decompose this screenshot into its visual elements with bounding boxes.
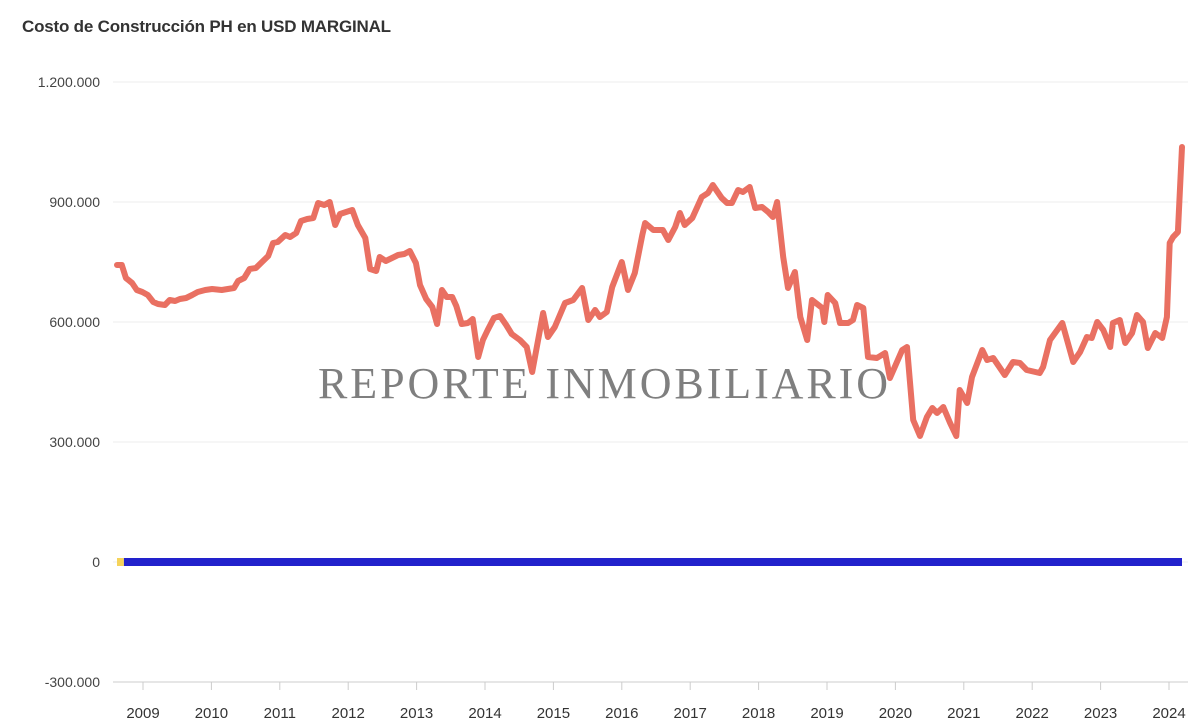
x-tick-label: 2010 — [195, 705, 228, 722]
x-tick-label: 2009 — [126, 705, 159, 722]
y-tick-label: 0 — [92, 554, 100, 570]
y-tick-label: 900.000 — [49, 194, 100, 210]
x-tick-label: 2015 — [537, 705, 570, 722]
gridlines — [113, 81, 1188, 563]
y-tick-label: 300.000 — [49, 434, 100, 450]
chart-title: Costo de Construcción PH en USD MARGINAL — [22, 17, 391, 36]
x-tick-label: 2013 — [400, 705, 433, 722]
series-layer — [114, 144, 1185, 566]
x-tick-label: 2016 — [605, 705, 638, 722]
x-tick-label: 2022 — [1016, 705, 1049, 722]
x-tick-label: 2019 — [810, 705, 843, 722]
x-tick-label: 2018 — [742, 705, 775, 722]
x-tick-label: 2021 — [947, 705, 980, 722]
x-tick-label: 2012 — [332, 705, 365, 722]
x-tick-label: 2011 — [264, 705, 296, 722]
y-tick-label: 1.200.000 — [38, 74, 100, 90]
y-tick-label: -300.000 — [45, 674, 100, 690]
series-line-0 — [114, 144, 1185, 439]
y-tick-label: 600.000 — [49, 314, 100, 330]
x-tick-label: 2014 — [468, 705, 501, 722]
x-tick-label: 2020 — [879, 705, 912, 722]
axes: 1.200.000 900.000 600.000 300.000 0 -300.000 2… — [38, 74, 1188, 722]
x-tick-label: 2017 — [674, 705, 707, 722]
x-tick-label: 2023 — [1084, 705, 1117, 722]
x-tick-label: 2024 — [1152, 705, 1185, 722]
watermark: REPORTE INMOBILIARIO — [318, 359, 890, 408]
